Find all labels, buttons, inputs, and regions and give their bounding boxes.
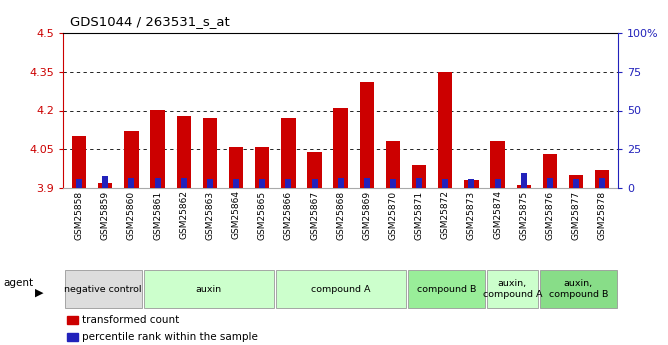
Text: GSM25877: GSM25877 xyxy=(572,190,580,239)
Bar xyxy=(154,178,160,188)
Text: GSM25870: GSM25870 xyxy=(389,190,397,239)
Text: GSM25866: GSM25866 xyxy=(284,190,293,239)
Bar xyxy=(233,179,239,188)
Bar xyxy=(438,72,452,188)
Text: GSM25871: GSM25871 xyxy=(415,190,424,239)
Bar xyxy=(281,118,295,188)
Bar xyxy=(128,178,134,188)
Bar xyxy=(595,170,609,188)
Bar xyxy=(573,179,579,188)
Bar xyxy=(67,316,78,324)
Text: GSM25864: GSM25864 xyxy=(232,190,240,239)
Text: auxin,
compound A: auxin, compound A xyxy=(482,279,542,299)
Bar xyxy=(542,155,557,188)
Text: GSM25876: GSM25876 xyxy=(545,190,554,239)
Bar xyxy=(468,179,474,188)
Text: GSM25873: GSM25873 xyxy=(467,190,476,239)
Bar xyxy=(176,116,191,188)
Text: compound A: compound A xyxy=(311,285,371,294)
Bar xyxy=(569,175,583,188)
FancyBboxPatch shape xyxy=(407,270,485,308)
Bar xyxy=(76,179,82,188)
Bar xyxy=(181,178,187,188)
Text: GSM25860: GSM25860 xyxy=(127,190,136,239)
Bar xyxy=(599,178,605,188)
Text: transformed count: transformed count xyxy=(82,315,179,325)
FancyBboxPatch shape xyxy=(276,270,405,308)
Text: GSM25859: GSM25859 xyxy=(101,190,110,239)
Bar xyxy=(333,108,348,188)
Bar xyxy=(255,147,269,188)
Bar xyxy=(311,179,317,188)
Text: compound B: compound B xyxy=(417,285,476,294)
Bar xyxy=(202,118,217,188)
Text: agent: agent xyxy=(3,278,33,288)
Bar xyxy=(412,165,426,188)
Bar xyxy=(442,179,448,188)
FancyBboxPatch shape xyxy=(144,270,274,308)
Bar xyxy=(207,179,213,188)
Text: GSM25863: GSM25863 xyxy=(206,190,214,239)
Bar xyxy=(102,176,108,188)
Text: GSM25874: GSM25874 xyxy=(493,190,502,239)
Text: GSM25862: GSM25862 xyxy=(179,190,188,239)
Text: percentile rank within the sample: percentile rank within the sample xyxy=(82,332,258,342)
Text: GSM25865: GSM25865 xyxy=(258,190,267,239)
FancyBboxPatch shape xyxy=(540,270,617,308)
Text: GSM25872: GSM25872 xyxy=(441,190,450,239)
Text: GSM25878: GSM25878 xyxy=(598,190,607,239)
Bar xyxy=(285,179,291,188)
Bar xyxy=(67,334,78,341)
Bar xyxy=(150,110,165,188)
Text: negative control: negative control xyxy=(64,285,142,294)
Text: auxin: auxin xyxy=(196,285,222,294)
Bar xyxy=(416,178,422,188)
Bar xyxy=(124,131,139,188)
Bar xyxy=(337,178,344,188)
Text: GSM25869: GSM25869 xyxy=(362,190,371,239)
Bar xyxy=(307,152,322,188)
Bar xyxy=(521,172,527,188)
Bar xyxy=(490,141,505,188)
Bar xyxy=(386,141,400,188)
Bar xyxy=(229,147,243,188)
FancyBboxPatch shape xyxy=(487,270,538,308)
Bar xyxy=(72,136,86,188)
Bar xyxy=(464,180,479,188)
Text: ▶: ▶ xyxy=(35,287,43,297)
Bar xyxy=(494,179,500,188)
Text: GDS1044 / 263531_s_at: GDS1044 / 263531_s_at xyxy=(70,14,230,28)
Bar xyxy=(516,185,531,188)
Text: auxin,
compound B: auxin, compound B xyxy=(548,279,608,299)
Bar xyxy=(359,82,374,188)
Bar xyxy=(390,179,396,188)
Text: GSM25875: GSM25875 xyxy=(519,190,528,239)
Text: GSM25858: GSM25858 xyxy=(75,190,84,239)
Text: GSM25867: GSM25867 xyxy=(310,190,319,239)
Text: GSM25868: GSM25868 xyxy=(336,190,345,239)
Bar xyxy=(98,183,112,188)
Bar xyxy=(547,178,553,188)
Bar xyxy=(259,179,265,188)
Bar xyxy=(364,178,370,188)
Text: GSM25861: GSM25861 xyxy=(153,190,162,239)
FancyBboxPatch shape xyxy=(65,270,142,308)
